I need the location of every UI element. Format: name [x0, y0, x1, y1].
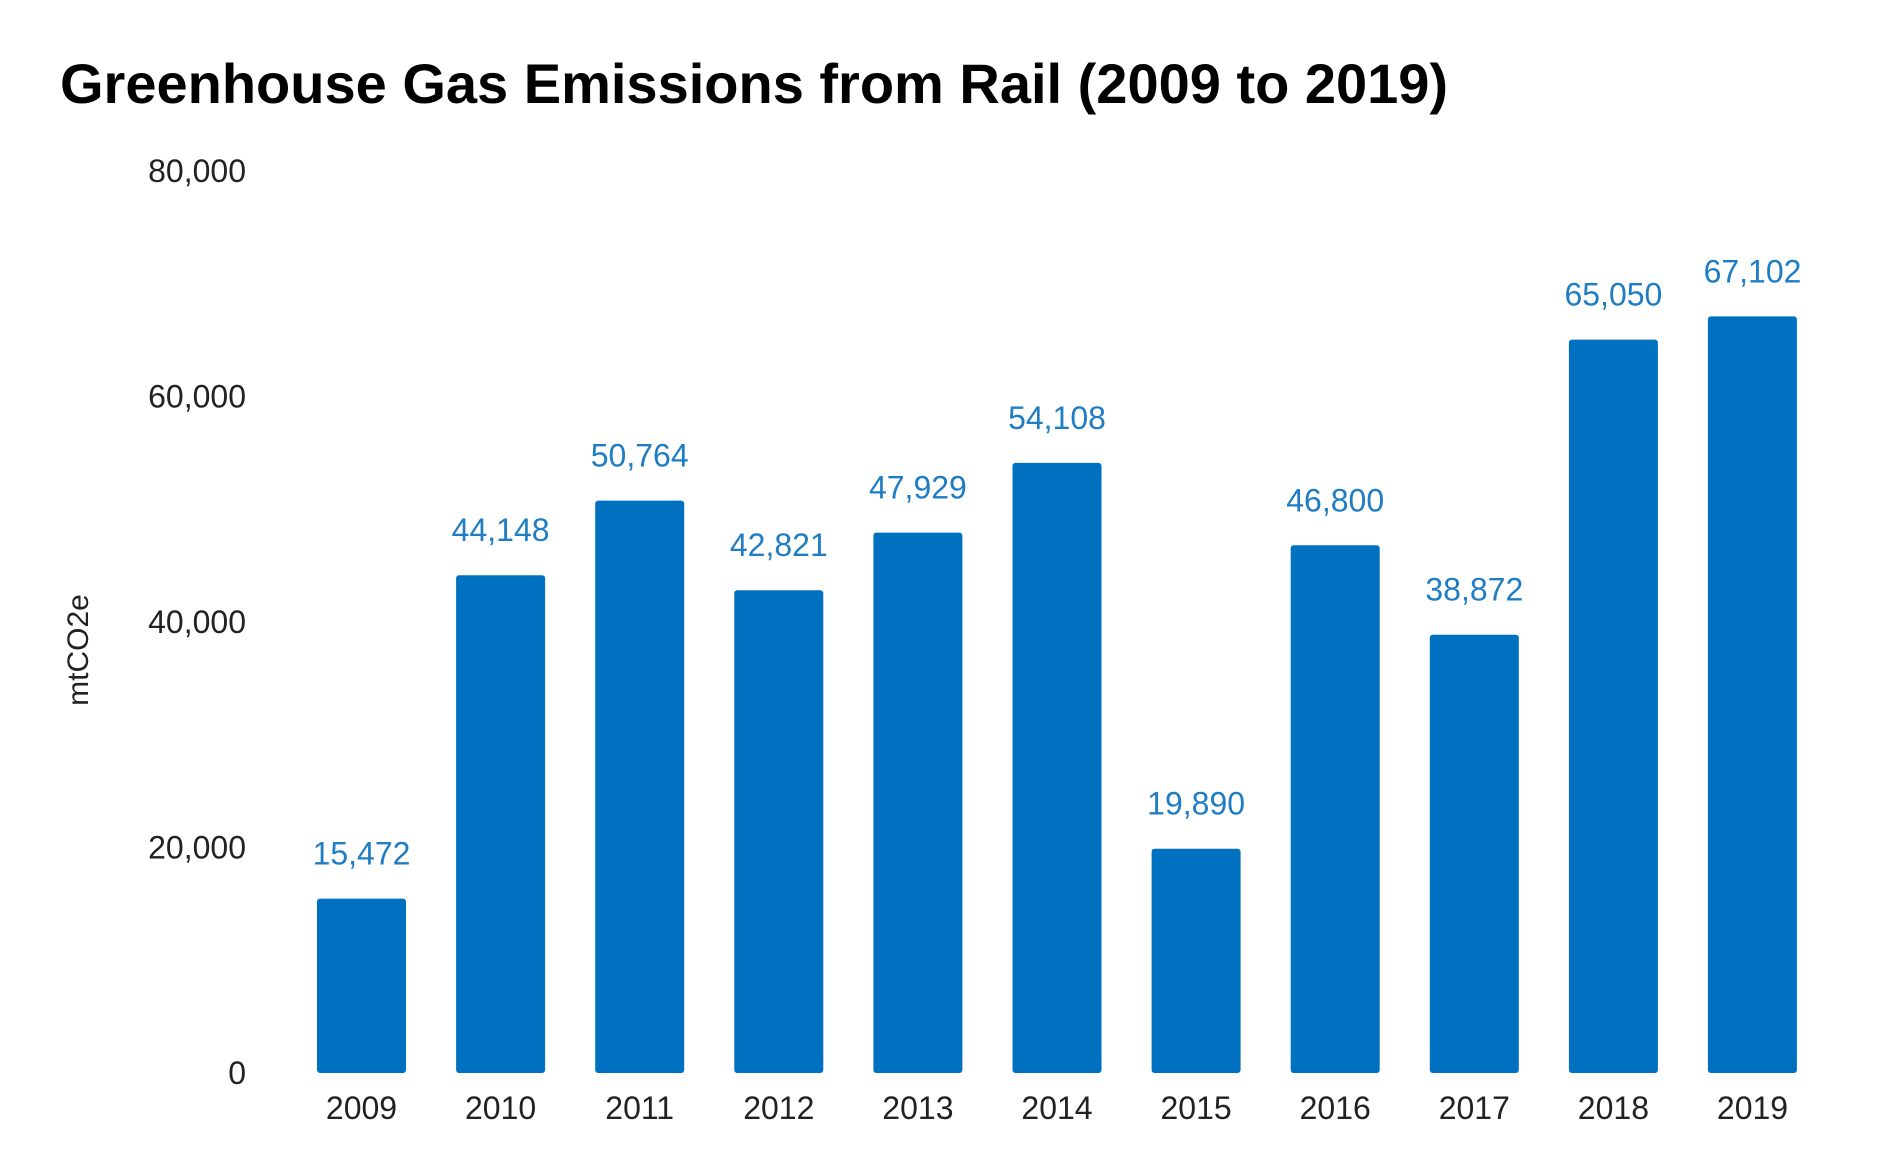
- data-label-2018: 65,050: [1564, 277, 1662, 313]
- bar-2018: [1568, 339, 1658, 1074]
- data-label-2014: 54,108: [1008, 400, 1106, 436]
- y-tick-label: 0: [228, 1055, 246, 1091]
- x-tick-label-2013: 2013: [882, 1090, 953, 1126]
- y-tick-label: 20,000: [148, 830, 246, 866]
- x-tick-label-2017: 2017: [1439, 1090, 1510, 1126]
- bar-2015: [1151, 848, 1241, 1073]
- x-tick-label-2014: 2014: [1021, 1090, 1092, 1126]
- x-tick-label-2019: 2019: [1717, 1090, 1788, 1126]
- x-tick-label-2016: 2016: [1300, 1090, 1371, 1126]
- bar-2019: [1707, 316, 1797, 1073]
- data-label-2019: 67,102: [1704, 253, 1802, 289]
- x-tick-label-2011: 2011: [605, 1090, 674, 1126]
- bar-2012: [734, 590, 824, 1073]
- bar-2016: [1290, 545, 1380, 1073]
- data-label-2012: 42,821: [730, 527, 828, 563]
- bar-2013: [873, 532, 963, 1073]
- bar-2009: [317, 898, 406, 1073]
- data-label-2016: 46,800: [1286, 482, 1384, 518]
- bar-2017: [1429, 634, 1519, 1073]
- bar-2011: [595, 500, 685, 1074]
- data-label-2010: 44,148: [452, 512, 550, 548]
- chart-title: Greenhouse Gas Emissions from Rail (2009…: [60, 52, 1449, 115]
- data-label-2011: 50,764: [591, 438, 689, 474]
- data-label-2017: 38,872: [1425, 572, 1523, 608]
- data-label-2013: 47,929: [869, 470, 967, 506]
- x-tick-label-2018: 2018: [1578, 1090, 1649, 1126]
- bar-2010: [456, 575, 546, 1073]
- data-label-2015: 19,890: [1147, 786, 1245, 822]
- y-axis-title: mtCO2e: [62, 594, 95, 706]
- x-tick-label-2012: 2012: [743, 1090, 814, 1126]
- data-labels: 15,472 44,148 50,764 42,821 47,929 54,108 19,8…: [313, 253, 1802, 871]
- data-label-2009: 15,472: [313, 836, 411, 872]
- x-tick-label-2010: 2010: [465, 1090, 536, 1126]
- x-axis: 2009 2010 2011 2012 2013 2014 2015 2016 2017 2018…: [326, 1090, 1788, 1126]
- bars: [317, 316, 1797, 1074]
- y-tick-label: 80,000: [148, 153, 246, 189]
- bar-2014: [1012, 462, 1102, 1073]
- y-tick-label: 40,000: [148, 604, 246, 640]
- x-tick-label-2015: 2015: [1161, 1090, 1232, 1126]
- y-tick-label: 60,000: [148, 379, 246, 415]
- x-tick-label-2009: 2009: [326, 1090, 397, 1126]
- y-axis: 0 20,000 40,000 60,000 80,000: [148, 153, 246, 1091]
